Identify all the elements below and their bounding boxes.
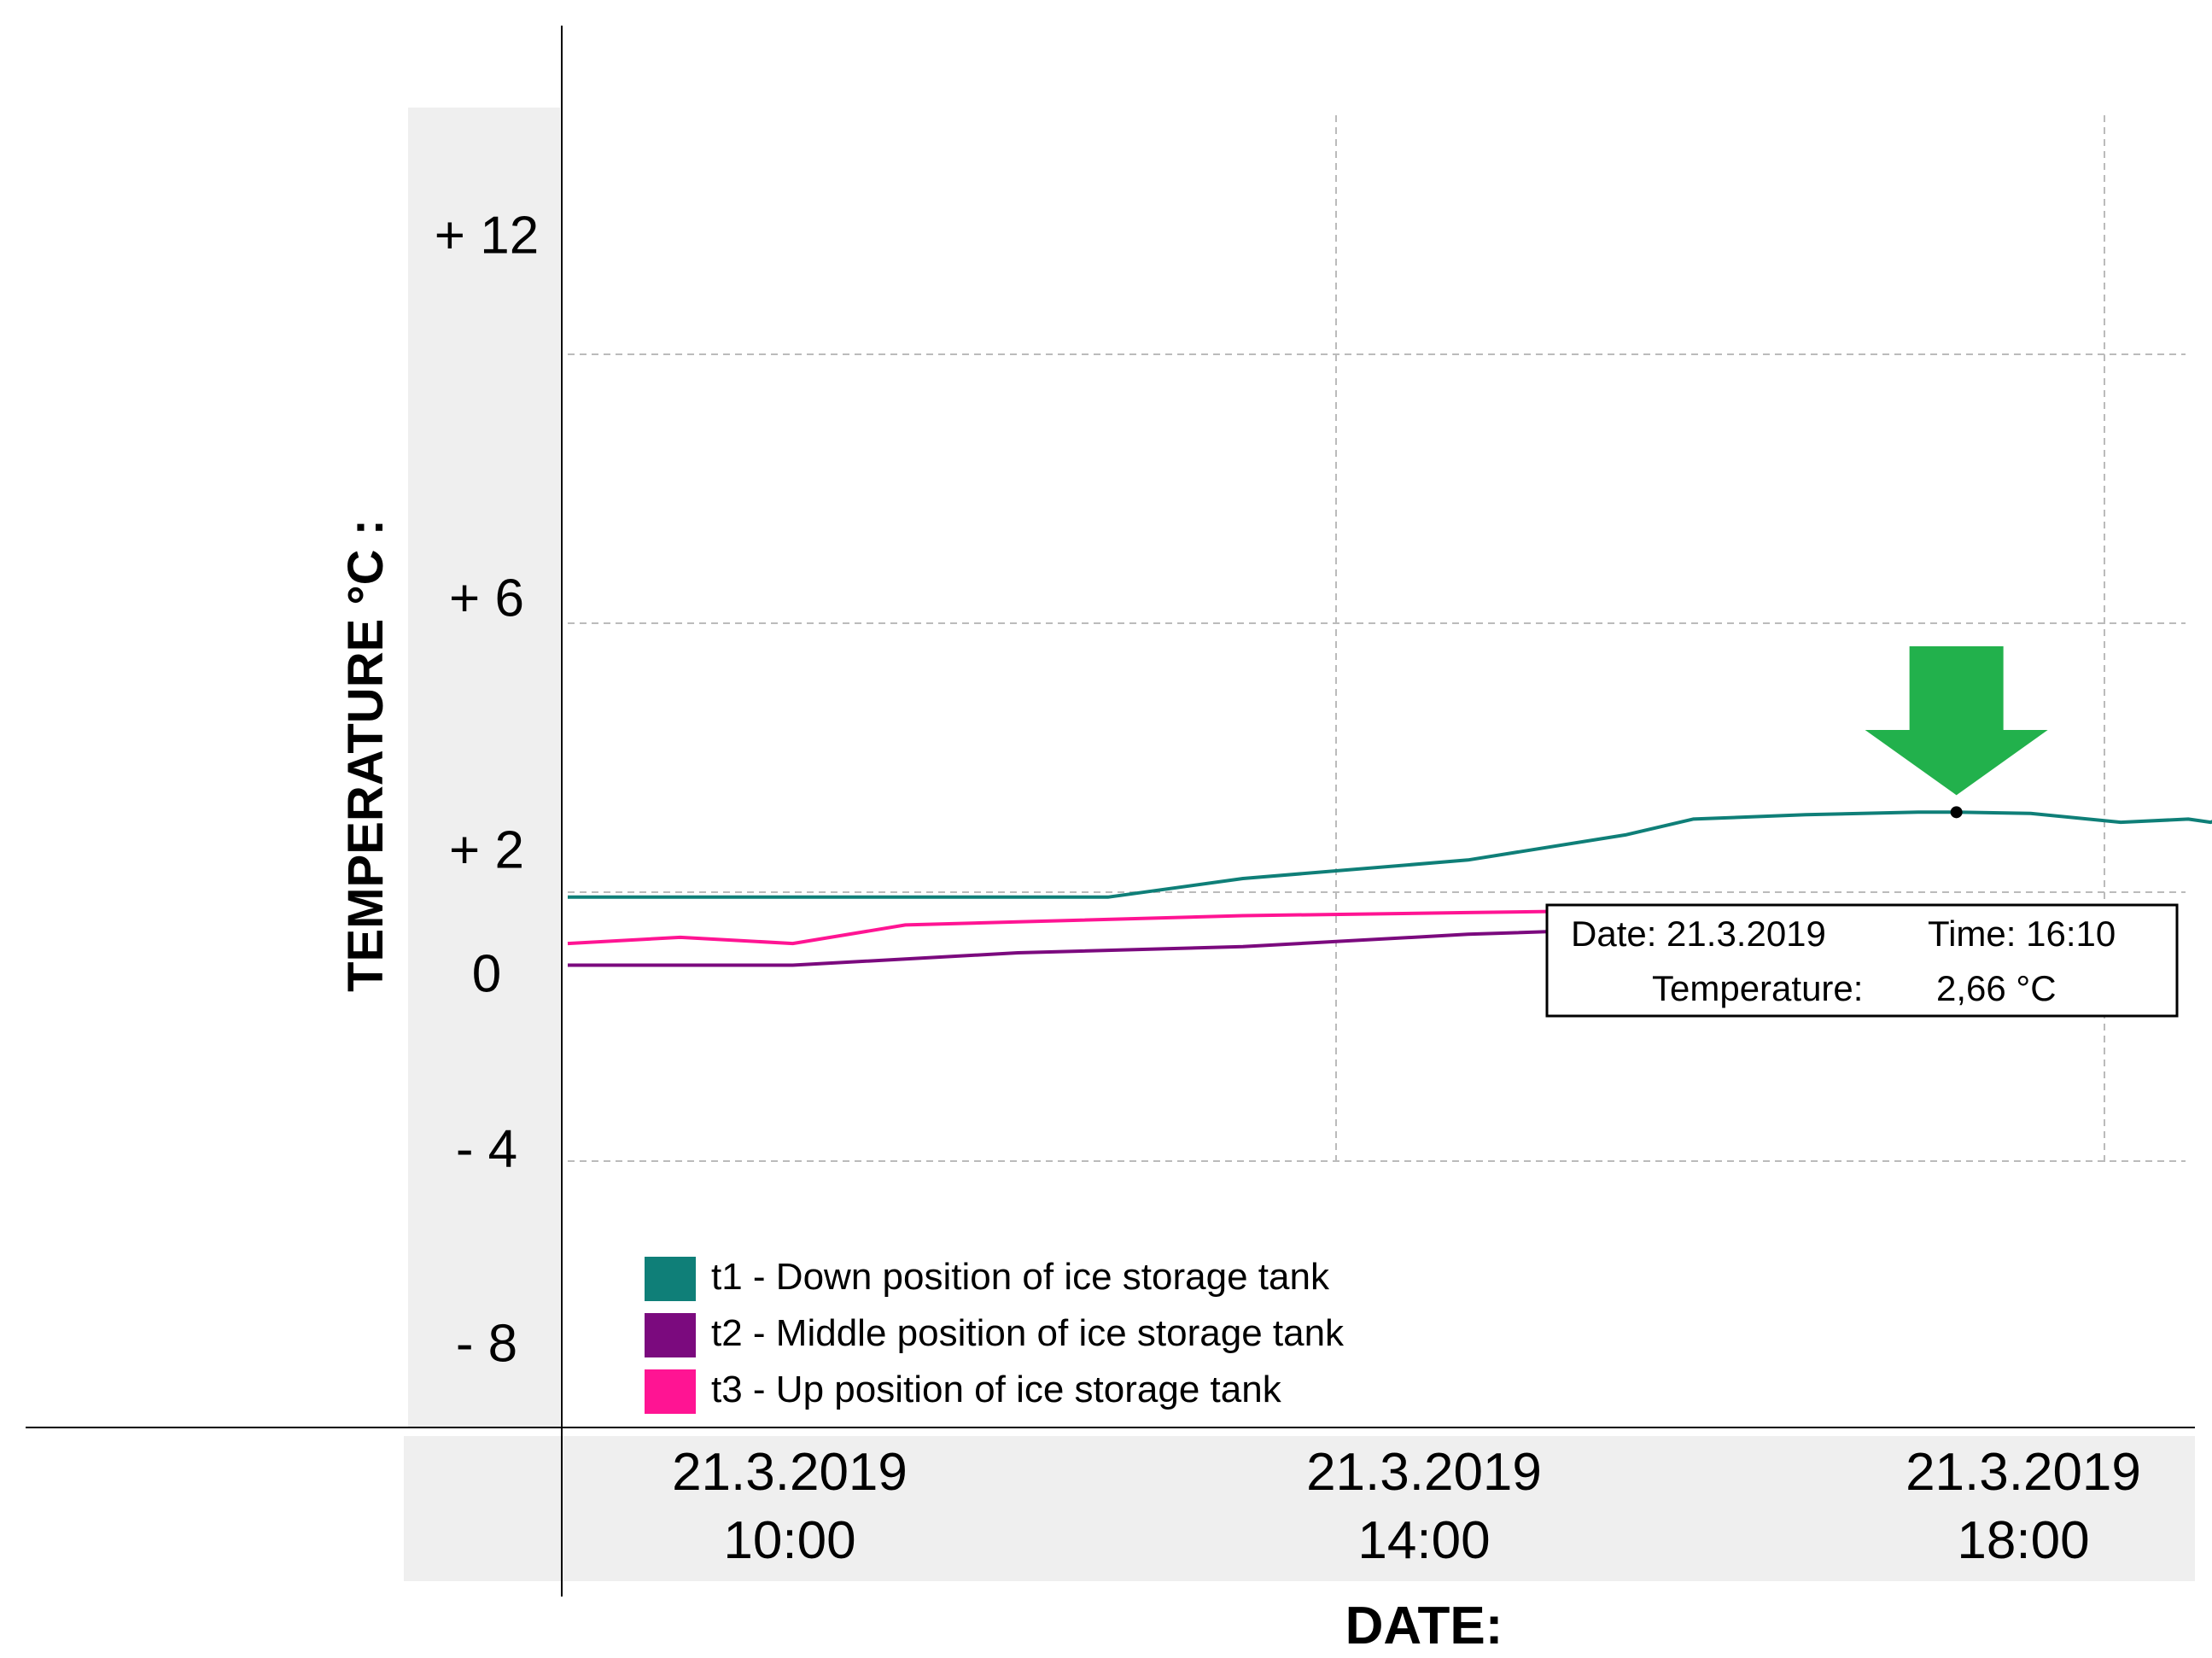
x-tick-labels: 21.3.2019 10:00 21.3.2019 14:00 21.3.2019 18:…	[672, 1443, 2141, 1570]
tooltip-date: Date: 21.3.2019	[1571, 914, 1826, 954]
tooltip-time: Time: 16:10	[1928, 914, 2116, 954]
legend: t1 - Down position of ice storage tank t2…	[645, 1256, 1345, 1414]
y-tick-label: - 4	[456, 1119, 517, 1178]
y-tick-label: + 6	[449, 569, 524, 628]
x-axis-panel	[404, 1436, 2195, 1581]
tooltip-temp-label: Temperature:	[1652, 968, 1863, 1008]
legend-swatch-t1	[645, 1257, 696, 1301]
legend-swatch-t2	[645, 1313, 696, 1357]
y-tick-label: - 8	[456, 1314, 517, 1373]
x-tick-time: 10:00	[723, 1511, 855, 1570]
y-tick-labels: + 12 + 6 + 2 0 - 4 - 8	[435, 206, 539, 1373]
tooltip-temp-value: 2,66 °C	[1936, 968, 2057, 1008]
x-tick-time: 14:00	[1357, 1511, 1490, 1570]
series-line-t1	[568, 810, 2212, 899]
highlight-group	[1865, 646, 2048, 819]
down-arrow-icon	[1865, 646, 2048, 796]
x-tick-date: 21.3.2019	[1906, 1443, 2141, 1502]
x-tick-date: 21.3.2019	[672, 1443, 908, 1502]
legend-label-t2: t2 - Middle position of ice storage tank	[711, 1312, 1345, 1354]
y-axis-title: TEMPERATURE °C :	[338, 519, 394, 992]
x-tick-time: 18:00	[1957, 1511, 2089, 1570]
y-tick-label: + 12	[435, 206, 539, 265]
tooltip: Date: 21.3.2019 Time: 16:10 Temperature:…	[1545, 903, 2179, 1018]
y-tick-label: 0	[472, 944, 501, 1003]
tooltip-box	[1545, 903, 2179, 1018]
y-tick-label: + 2	[449, 820, 524, 879]
x-tick-date: 21.3.2019	[1306, 1443, 1542, 1502]
x-axis-title: DATE:	[1345, 1597, 1503, 1655]
legend-swatch-t3	[645, 1369, 696, 1414]
y-axis-panel	[408, 108, 560, 1427]
highlight-point	[1950, 806, 1963, 819]
legend-label-t1: t1 - Down position of ice storage tank	[711, 1256, 1330, 1298]
legend-label-t3: t3 - Up position of ice storage tank	[711, 1369, 1282, 1410]
